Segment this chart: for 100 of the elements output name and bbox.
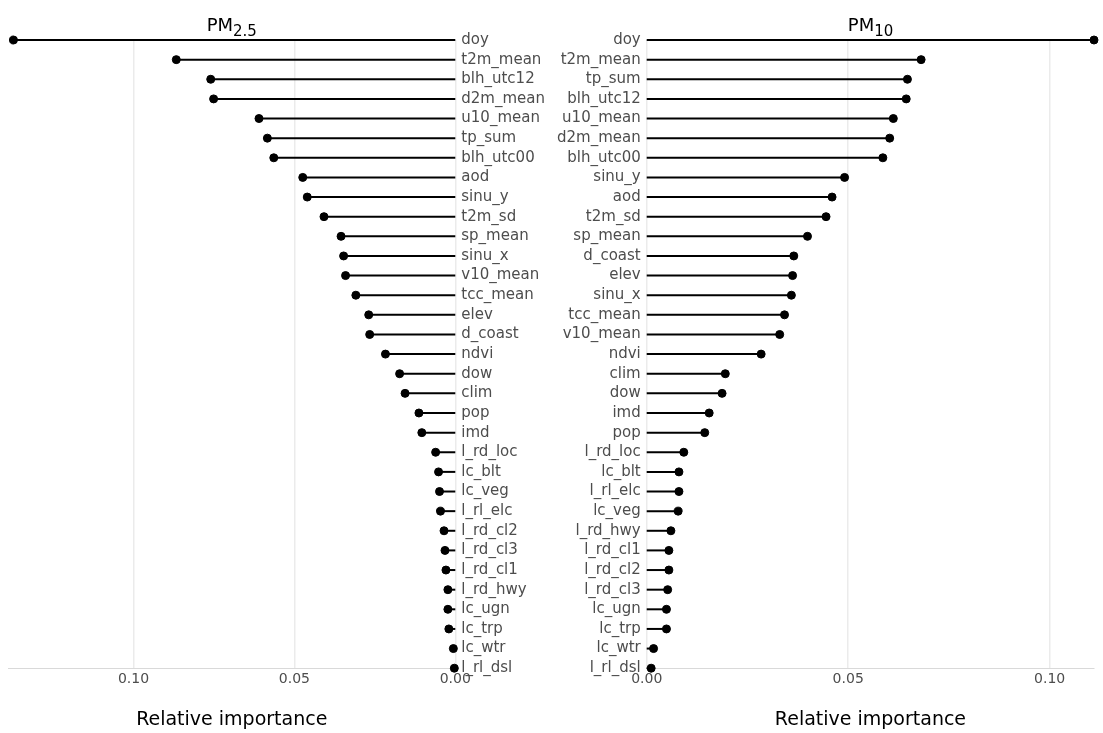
y-tick-label: lc_blt [601, 461, 641, 481]
point [674, 467, 684, 477]
point [673, 506, 683, 516]
y-tick-label: doy [613, 29, 641, 48]
chart-title: PM$_{10}$ [847, 14, 894, 40]
y-tick-label: pop [461, 402, 490, 421]
y-tick-label: t2m_sd [461, 206, 517, 226]
y-tick-label: l_rd_cl3 [461, 540, 518, 560]
y-tick-label: d_coast [461, 324, 519, 344]
y-tick-label: dow [609, 383, 641, 402]
point [414, 408, 424, 418]
y-tick-label: l_rd_cl2 [584, 559, 641, 579]
y-tick-label: sp_mean [461, 226, 529, 246]
y-tick-label: imd [461, 422, 490, 441]
y-tick-label: l_rl_elc [461, 501, 513, 521]
point [780, 310, 790, 320]
y-tick-label: sinu_x [461, 245, 509, 265]
y-tick-label: clim [609, 363, 641, 382]
y-tick-label: d2m_mean [557, 128, 641, 148]
x-tick-label: 0.10 [117, 670, 150, 687]
point [1089, 35, 1099, 45]
y-tick-label: blh_utc00 [567, 147, 641, 167]
y-tick-label: elev [609, 265, 641, 284]
chart-title: PM$_{2.5}$ [206, 14, 257, 40]
point [821, 212, 831, 222]
point [364, 310, 374, 320]
point [646, 663, 656, 673]
y-tick-label: dow [461, 363, 493, 382]
y-tick-label: d2m_mean [461, 88, 545, 108]
point [700, 428, 710, 438]
y-tick-label: lc_ugn [461, 599, 510, 619]
y-tick-label: aod [461, 167, 490, 186]
point [443, 604, 453, 614]
y-tick-label: lc_wtr [461, 638, 507, 658]
point [435, 487, 445, 497]
point [664, 545, 674, 555]
point [661, 604, 671, 614]
y-tick-label: tcc_mean [461, 285, 534, 305]
y-tick-label: t2m_mean [461, 49, 542, 69]
point [704, 408, 714, 418]
point [351, 290, 361, 300]
point [336, 231, 346, 241]
point [171, 55, 181, 65]
y-tick-label: lc_trp [461, 618, 503, 638]
y-tick-label: sp_mean [573, 226, 641, 246]
point [661, 624, 671, 634]
y-tick-label: tcc_mean [568, 304, 641, 324]
y-tick-label: lc_blt [461, 461, 501, 481]
point [444, 624, 454, 634]
point [885, 133, 895, 143]
point [339, 251, 349, 261]
y-tick-label: ndvi [461, 343, 494, 362]
point [400, 388, 410, 398]
y-tick-label: lc_trp [599, 618, 641, 638]
y-tick-label: ndvi [608, 343, 641, 362]
x-axis-title: Relative importance [136, 707, 328, 729]
point [775, 329, 785, 339]
y-tick-label: blh_utc00 [461, 147, 535, 167]
point [341, 271, 351, 281]
point [448, 644, 458, 654]
y-tick-label: lc_ugn [592, 599, 641, 619]
point [209, 94, 219, 104]
point [674, 487, 684, 497]
y-tick-label: v10_mean [461, 265, 540, 285]
point [443, 585, 453, 595]
x-axis-title: Relative importance [774, 707, 967, 729]
y-tick-label: tp_sum [461, 128, 517, 148]
point [254, 114, 264, 124]
y-tick-label: l_rd_loc [584, 442, 641, 462]
y-tick-label: imd [612, 402, 641, 421]
point [786, 290, 796, 300]
point [888, 114, 898, 124]
point [298, 172, 308, 182]
point [789, 251, 799, 261]
y-tick-label: l_rd_hwy [461, 579, 527, 599]
point [901, 94, 911, 104]
y-tick-label: blh_utc12 [461, 69, 535, 89]
point [441, 565, 451, 575]
y-tick-label: clim [461, 383, 493, 402]
point [649, 644, 659, 654]
x-tick-label: 0.05 [278, 670, 310, 687]
point [756, 349, 766, 359]
point [717, 388, 727, 398]
y-tick-label: lc_veg [461, 481, 509, 501]
point [666, 526, 676, 536]
point [663, 585, 673, 595]
y-tick-label: pop [612, 422, 641, 441]
point [916, 55, 926, 65]
point [902, 74, 912, 84]
y-tick-label: v10_mean [562, 324, 641, 344]
point [319, 212, 329, 222]
point [206, 74, 216, 84]
y-tick-label: tp_sum [585, 69, 641, 89]
point [380, 349, 390, 359]
y-tick-label: l_rd_cl1 [584, 540, 641, 560]
point [878, 153, 888, 163]
y-tick-label: doy [461, 29, 489, 48]
point [720, 369, 730, 379]
y-tick-label: sinu_y [593, 167, 641, 187]
x-tick-label: 0.10 [1034, 670, 1066, 687]
